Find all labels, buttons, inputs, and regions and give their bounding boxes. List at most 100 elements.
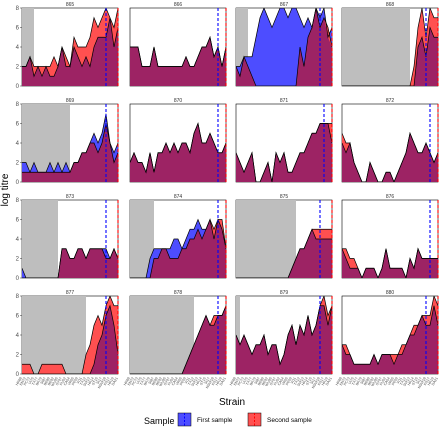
panel-title: 877 bbox=[66, 290, 75, 296]
x-tick-label: DA21 bbox=[431, 377, 439, 387]
second-sample-line bbox=[130, 218, 226, 278]
overlap-area bbox=[236, 305, 332, 374]
x-tick-label: PE09 bbox=[71, 377, 79, 387]
panel-title: 870 bbox=[174, 98, 183, 104]
panel-title: 869 bbox=[66, 98, 75, 104]
x-tick-label: SI17 bbox=[96, 377, 103, 385]
x-tick-label: HK14 bbox=[87, 377, 95, 387]
first-sample-line bbox=[236, 228, 332, 278]
x-tick-label: NSW18 bbox=[417, 377, 427, 390]
panel-title: 876 bbox=[386, 194, 395, 200]
x-tick-label: PE09 bbox=[391, 377, 399, 387]
x-tick-label: VI75 bbox=[242, 377, 249, 385]
x-tick-label: KS17 bbox=[317, 377, 325, 387]
panel-880: 880HK68EN72PC73VI75TX77BK79SI87BE89BE92W… bbox=[335, 290, 439, 389]
second-sample-line bbox=[22, 247, 118, 278]
y-tick-label: 4 bbox=[16, 141, 20, 147]
overlap-area bbox=[22, 248, 118, 278]
x-tick-label: PC73 bbox=[131, 377, 139, 387]
x-tick-label: NSW18 bbox=[97, 377, 107, 390]
x-tick-label: FU02 bbox=[59, 377, 67, 387]
x-tick-label: BE89 bbox=[151, 377, 159, 387]
x-tick-label: WI05 bbox=[281, 377, 289, 386]
second-sample-line bbox=[22, 123, 118, 173]
x-tick-label: WI05 bbox=[387, 377, 395, 386]
x-tick-label: VI75 bbox=[136, 377, 143, 385]
x-tick-label: SW13 bbox=[83, 377, 91, 387]
x-tick-label: CA04 bbox=[171, 377, 179, 387]
x-tick-label: EN72 bbox=[19, 377, 27, 387]
x-tick-label: HK14 bbox=[301, 377, 309, 387]
panel-areas bbox=[236, 8, 332, 86]
panel-areas bbox=[130, 218, 226, 278]
y-tick-label: 2 bbox=[16, 65, 20, 71]
y-tick-label: 6 bbox=[16, 26, 20, 32]
x-tick-label: VI11 bbox=[396, 377, 403, 385]
overlap-area bbox=[236, 229, 332, 278]
x-tick-label: HK14 bbox=[195, 377, 203, 387]
x-tick-label: SI87 bbox=[148, 377, 155, 385]
x-tick-label: BE92 bbox=[155, 377, 163, 387]
panel-865: 865 0 2 4 6 8 bbox=[16, 2, 119, 90]
x-tick-label: SI87 bbox=[360, 377, 367, 385]
x-tick-label: VI11 bbox=[184, 377, 191, 385]
panel-title: 878 bbox=[174, 290, 183, 296]
x-tick-label: SI17 bbox=[204, 377, 211, 385]
second-sample-line bbox=[342, 296, 438, 366]
pre-sample-shade bbox=[236, 200, 296, 278]
x-tick-label: SI17 bbox=[416, 377, 423, 385]
x-tick-label: TX77 bbox=[245, 377, 253, 386]
x-tick-label: NSW18 bbox=[311, 377, 321, 390]
x-tick-label: KS17 bbox=[423, 377, 431, 387]
panel-areas bbox=[236, 123, 332, 182]
panel-868: 868 bbox=[341, 2, 439, 87]
x-tick-label: TX12 bbox=[79, 377, 87, 386]
x-tick-label: WU95 bbox=[264, 377, 272, 388]
x-tick-label: BE89 bbox=[257, 377, 265, 387]
x-tick-label: EN72 bbox=[127, 377, 135, 387]
x-tick-label: CA04 bbox=[383, 377, 391, 387]
panel-872: 872 bbox=[341, 98, 439, 183]
y-tick-label: 0 bbox=[16, 180, 20, 186]
x-tick-label: BK79 bbox=[249, 377, 257, 387]
panel-876: 876 bbox=[341, 194, 439, 279]
second-sample-line bbox=[342, 247, 438, 278]
second-sample-line bbox=[130, 305, 226, 374]
legend: Sample First sample Second sample bbox=[144, 412, 312, 427]
panel-areas bbox=[22, 113, 118, 182]
x-tick-label: ST15 bbox=[411, 377, 419, 386]
panel-871: 871 bbox=[235, 98, 333, 183]
x-tick-label: TX77 bbox=[139, 377, 147, 386]
x-tick-label: WU95 bbox=[50, 377, 58, 388]
overlap-area bbox=[22, 17, 118, 86]
y-tick-label: 2 bbox=[16, 257, 20, 263]
x-tick-label: TX12 bbox=[293, 377, 301, 386]
x-tick-label: VI11 bbox=[290, 377, 297, 385]
y-tick-label: 6 bbox=[16, 218, 20, 224]
x-tick-label: TX12 bbox=[399, 377, 407, 386]
overlap-area bbox=[342, 248, 438, 278]
x-tick-label: TX12 bbox=[187, 377, 195, 386]
panel-areas bbox=[342, 8, 438, 86]
second-sample-line bbox=[130, 122, 226, 174]
overlap-area bbox=[22, 123, 118, 182]
y-tick-label: 8 bbox=[16, 6, 20, 12]
x-tick-label: WU95 bbox=[158, 377, 166, 388]
panel-title: 873 bbox=[66, 194, 75, 200]
x-tick-label: SI87 bbox=[254, 377, 261, 385]
second-sample-area bbox=[22, 296, 118, 374]
y-tick-label: 4 bbox=[16, 237, 20, 243]
panel-873: 873 0 2 4 6 8 bbox=[16, 194, 119, 282]
overlap-area bbox=[342, 305, 438, 374]
x-tick-label: FU02 bbox=[273, 377, 281, 387]
x-tick-label: SY97 bbox=[163, 377, 171, 387]
x-tick-label: SY97 bbox=[375, 377, 383, 387]
overlap-area bbox=[130, 305, 226, 374]
y-tick-label: 4 bbox=[16, 333, 20, 339]
panel-areas bbox=[22, 8, 118, 86]
panel-title: 879 bbox=[280, 290, 289, 296]
pre-sample-shade bbox=[130, 296, 194, 374]
x-tick-label: SI87 bbox=[40, 377, 47, 385]
x-tick-label: HK68 bbox=[15, 377, 23, 387]
